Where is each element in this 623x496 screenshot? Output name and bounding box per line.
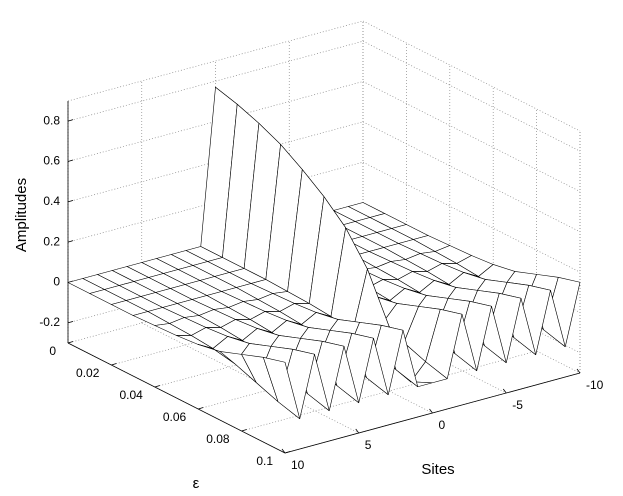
y-tick [111,363,117,366]
z-tick-label: 0.2 [43,234,60,248]
y-tick-label: 0.06 [163,410,187,424]
z-tick-label: -0.2 [39,315,60,329]
z-tick [67,199,74,203]
x-tick [502,388,507,394]
y-tick [284,451,291,454]
z-tick-label: 0.4 [43,194,60,208]
x-tick-label: -5 [512,398,523,412]
grid-line [362,81,581,192]
x-tick [281,448,286,454]
z-tick [67,240,74,243]
y-tick [67,341,74,344]
z-axis-label: Amplitudes [13,178,30,252]
z-tick-label: 0.6 [43,154,60,168]
x-axis-label: Sites [421,461,454,478]
y-tick-label: 0.08 [206,432,230,446]
box-edge [362,20,581,132]
surface-patch [262,356,301,420]
y-tick [154,385,160,388]
y-tick [198,407,204,410]
x-tick [576,368,581,374]
x-tick [355,428,360,434]
y-axis-label: ε [193,475,200,492]
y-tick [241,429,247,432]
grid-line [362,121,581,233]
x-tick-label: -10 [586,378,604,392]
z-tick-label: 0.8 [43,113,60,127]
y-tick-label: 0 [49,344,56,358]
z-tick-label: 0 [53,275,60,289]
x-tick-label: 0 [439,418,446,432]
grid-line [362,40,581,152]
x-tick-label: 10 [291,458,305,472]
z-tick [67,320,74,324]
y-axis [67,342,286,454]
z-tick [67,119,74,122]
z-tick [67,159,74,162]
y-tick-label: 0.04 [119,388,143,402]
x-tick-label: 5 [365,438,372,452]
y-tick-label: 0.02 [76,366,100,380]
x-tick [429,408,433,414]
y-tick-label: 0.1 [256,454,273,468]
